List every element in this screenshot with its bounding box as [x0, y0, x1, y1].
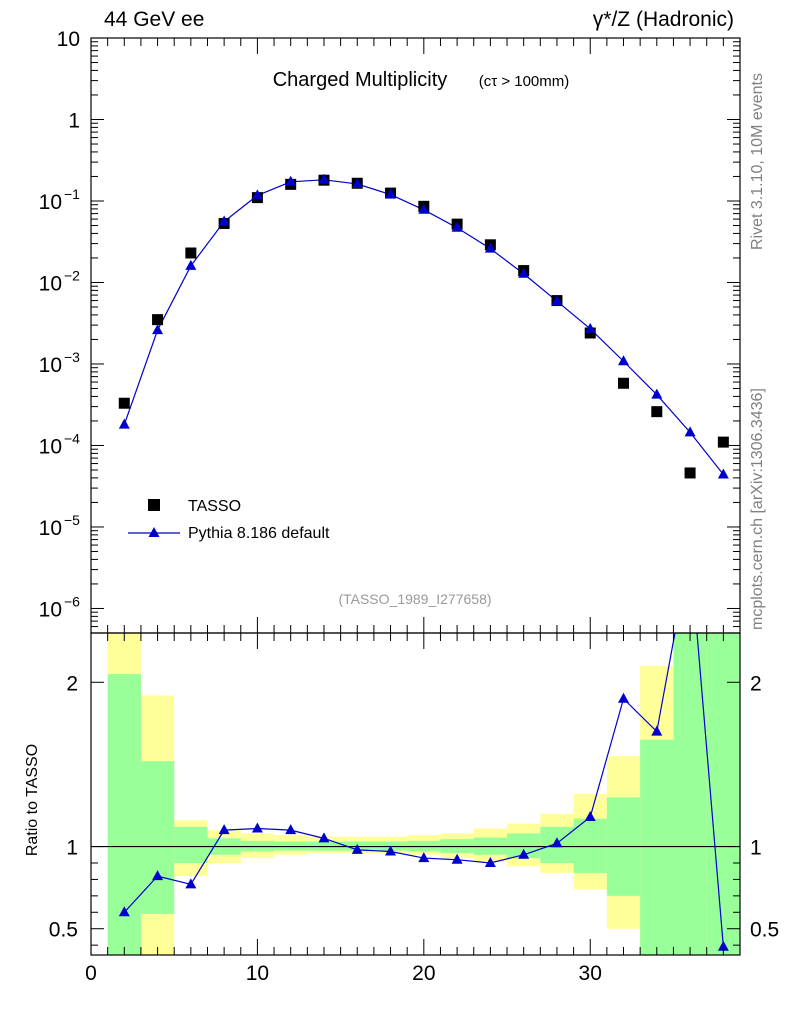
data-point-pythia: [717, 468, 729, 479]
main-y-tick-exponent: −5: [64, 512, 80, 528]
chart-subtitle: (cτ > 100mm): [479, 73, 570, 90]
ratio-band-stat: [640, 739, 674, 955]
data-point-pythia: [551, 295, 563, 306]
ratio-point: [251, 822, 263, 833]
ratio-x-tick-label: 30: [579, 962, 602, 985]
main-y-tick-label: 10: [39, 517, 62, 540]
data-point-pythia: [584, 322, 596, 333]
ratio-point: [618, 692, 630, 703]
data-point-pythia: [251, 189, 263, 200]
ratio-y-tick-label: 2: [66, 672, 78, 695]
chart-title: Charged Multiplicity: [273, 69, 448, 91]
ratio-y-tick-label-right: 1: [750, 837, 762, 860]
main-y-tick-label: 10: [57, 28, 80, 51]
ratio-y-axis-label: Ratio to TASSO: [24, 744, 41, 856]
legend: TASSO Pythia 8.186 default: [128, 498, 330, 542]
ratio-frame: [90, 632, 741, 956]
data-point-pythia: [118, 418, 130, 429]
ratio-band-stat: [573, 818, 607, 873]
ratio-band-stat: [706, 633, 740, 955]
ratio-x-tick-label: 10: [246, 962, 269, 985]
main-frame: [90, 37, 741, 634]
data-point-pythia: [684, 426, 696, 437]
ratio-point: [551, 837, 563, 848]
data-point-tasso: [152, 314, 164, 326]
ratio-point: [152, 870, 164, 881]
main-y-tick-label: 10: [39, 598, 62, 621]
main-y-tick-label: 1: [68, 109, 80, 132]
ratio-plot-area: [91, 633, 740, 951]
data-point-tasso: [618, 377, 630, 389]
ratio-point: [351, 843, 363, 854]
ratio-point: [484, 857, 496, 867]
data-point-pythia: [318, 173, 330, 184]
ratio-band-stat: [140, 761, 175, 914]
main-y-tick-exponent: −3: [64, 349, 80, 365]
ratio-point: [118, 906, 130, 917]
header-process-label: 44 GeV ee: [104, 8, 205, 31]
data-point-tasso: [651, 406, 663, 418]
ratio-point: [651, 725, 663, 736]
data-point-pythia: [185, 259, 197, 270]
data-point-pythia: [651, 388, 663, 399]
data-point-tasso: [118, 397, 130, 409]
ratio-point: [285, 824, 297, 835]
ratio-y-tick-label-right: 2: [750, 672, 762, 695]
ratio-x-tick-label: 20: [412, 962, 435, 985]
ratio-x-tick-label: 0: [85, 962, 97, 985]
data-point-tasso: [684, 467, 696, 479]
legend-label-tasso: TASSO: [188, 498, 241, 515]
ratio-uncertainty-bands: [107, 633, 740, 955]
ratio-point: [451, 853, 463, 864]
header-channel-label: γ*/Z (Hadronic): [592, 8, 734, 31]
ratio-y-tick-label-right: 0.5: [750, 919, 779, 942]
ratio-band-stat: [174, 826, 208, 863]
ratio-point: [518, 848, 530, 859]
ratio-y-tick-label: 0.5: [49, 919, 78, 942]
ratio-band-stat: [673, 633, 707, 955]
data-point-pythia: [618, 355, 630, 366]
ratio-point: [385, 845, 397, 856]
data-point-tasso: [185, 247, 197, 259]
analysis-annotation: (TASSO_1989_I277658): [338, 591, 491, 607]
data-point-pythia: [451, 221, 463, 232]
data-point-pythia: [351, 177, 363, 188]
legend-marker-tasso: [148, 499, 160, 511]
ratio-point: [218, 824, 230, 835]
main-y-tick-label: 10: [39, 191, 62, 214]
main-plot-area: [118, 173, 729, 479]
ratio-point: [185, 878, 197, 889]
main-y-tick-label: 10: [39, 354, 62, 377]
data-point-pythia: [285, 175, 297, 186]
main-y-tick-exponent: −4: [64, 430, 80, 446]
main-y-tick-exponent: −2: [64, 267, 80, 283]
data-point-tasso: [717, 436, 729, 448]
ratio-y-tick-label: 1: [66, 837, 78, 860]
mc-curve: [123, 179, 724, 475]
ratio-point: [584, 811, 596, 821]
ratio-point: [717, 940, 729, 951]
main-y-tick-exponent: −1: [64, 186, 80, 202]
ratio-point: [418, 852, 430, 863]
data-point-pythia: [484, 242, 496, 253]
main-y-tick-exponent: −6: [64, 593, 80, 609]
legend-label-pythia: Pythia 8.186 default: [188, 525, 330, 542]
data-point-pythia: [152, 324, 164, 335]
data-point-pythia: [385, 188, 397, 199]
data-point-pythia: [518, 267, 530, 278]
data-point-pythia: [218, 215, 230, 226]
main-y-tick-label: 10: [39, 272, 62, 295]
legend-marker-pythia: [148, 527, 160, 537]
data-point-pythia: [418, 203, 430, 214]
ratio-point: [318, 832, 330, 843]
data-point-tasso: [584, 327, 596, 339]
main-y-tick-label: 10: [39, 435, 62, 458]
